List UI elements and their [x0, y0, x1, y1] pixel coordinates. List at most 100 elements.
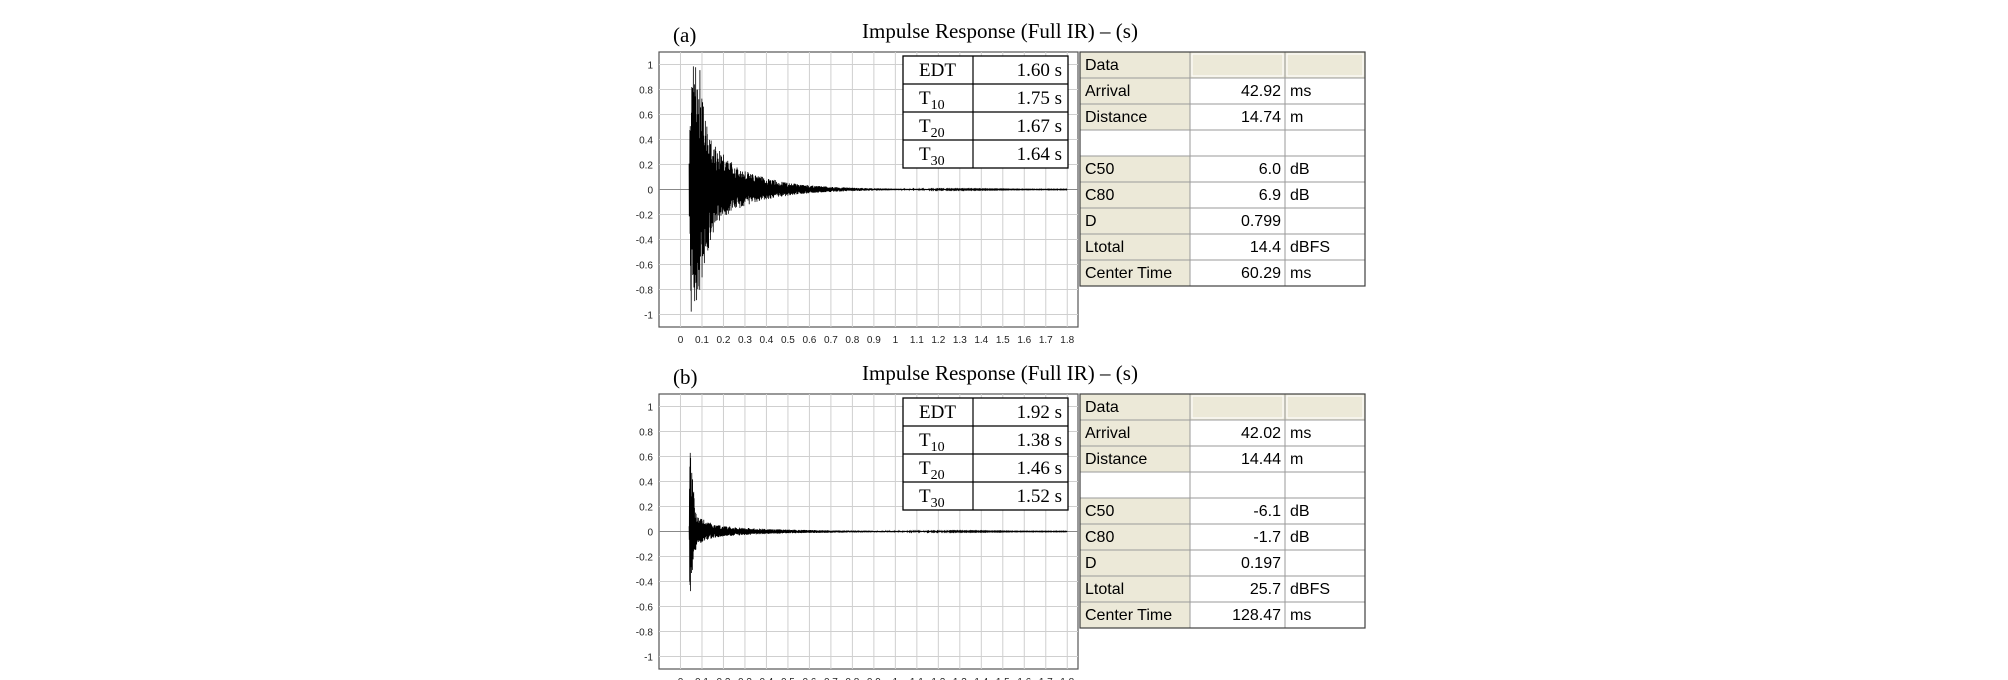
data-unit: ms: [1290, 607, 1311, 624]
data-unit-cell: [1284, 549, 1366, 577]
data-label-cell: [1079, 233, 1191, 261]
data-label-cell: [1079, 77, 1191, 105]
data-value-cell: [1189, 549, 1286, 577]
metric-label-base: T: [919, 458, 931, 479]
data-unit: ms: [1290, 83, 1311, 100]
data-value-cell: [1189, 103, 1286, 131]
data-table-row: Data: [1079, 51, 1366, 79]
y-tick-label: 1: [647, 403, 653, 414]
data-unit-cell: [1284, 207, 1366, 235]
data-value: 14.4: [1250, 239, 1281, 256]
y-tick-label: -0.2: [636, 553, 654, 564]
data-unit: dBFS: [1290, 581, 1330, 598]
x-tick-label: 0.4: [759, 677, 773, 680]
data-label: Data: [1085, 399, 1119, 416]
data-unit: dB: [1290, 503, 1310, 520]
x-tick-label: 0.4: [759, 335, 773, 346]
waveform-series: [688, 66, 1068, 312]
data-label-cell: [1079, 155, 1191, 183]
metric-label-base: T: [919, 88, 931, 109]
x-tick-label: 0.5: [781, 677, 795, 680]
data-table-row: Distance 14.74 m: [1079, 103, 1366, 131]
data-value: -6.1: [1253, 503, 1281, 520]
data-unit-cell: [1284, 445, 1366, 473]
data-value: 25.7: [1250, 581, 1281, 598]
x-tick-label: 0: [678, 335, 684, 346]
data-table-row: C50 -6.1 dB: [1079, 497, 1366, 525]
data-unit-cell: [1284, 497, 1366, 525]
data-table-row: Center Time 60.29 ms: [1079, 259, 1366, 287]
metric-label-subscript: 20: [931, 468, 945, 483]
y-tick-label: -0.6: [636, 603, 654, 614]
x-tick-label: 1.7: [1039, 335, 1053, 346]
metric-value: 1.92 s: [1017, 402, 1062, 423]
data-table-row: Ltotal 14.4 dBFS: [1079, 233, 1366, 261]
data-table-row: Data: [1079, 393, 1366, 421]
data-unit-cell: [1284, 601, 1366, 629]
data-table-frame: [1079, 51, 1366, 287]
metric-label-base: T: [919, 116, 931, 137]
data-label-cell: [1079, 419, 1191, 447]
data-value: -1.7: [1253, 529, 1281, 546]
header-bevel: [1191, 53, 1284, 77]
data-table-row: Ltotal 25.7 dBFS: [1079, 575, 1366, 603]
y-tick-label: 0: [647, 528, 653, 539]
y-tick-label: 0.8: [639, 428, 653, 439]
y-tick-label: -1: [644, 311, 653, 322]
data-value: 128.47: [1232, 607, 1281, 624]
metric-label: T20: [919, 458, 945, 483]
data-value-cell: [1189, 155, 1286, 183]
header-bevel: [1286, 395, 1364, 419]
chart-title: Impulse Response (Full IR) – (s): [862, 361, 1138, 385]
x-tick-label: 1.3: [953, 677, 967, 680]
panel-b: (b) Impulse Response (Full IR) – (s) 0 0.1 0…: [636, 361, 1366, 680]
x-tick-label: 1.8: [1060, 335, 1074, 346]
x-tick-label: 1.1: [910, 335, 924, 346]
y-tick-label: -0.4: [636, 236, 654, 247]
data-label-cell: [1079, 181, 1191, 209]
y-tick-label: 1: [647, 61, 653, 72]
x-tick-label: 1.5: [996, 677, 1010, 680]
metric-label: EDT: [919, 402, 956, 423]
header-bevel: [1191, 395, 1284, 419]
data-table-row: [1079, 129, 1366, 157]
data-label: D: [1085, 555, 1097, 572]
x-tick-label: 1: [893, 335, 899, 346]
metric-label-base: T: [919, 144, 931, 165]
y-tick-label: -0.8: [636, 286, 654, 297]
data-unit: ms: [1290, 265, 1311, 282]
data-value: 0.197: [1241, 555, 1281, 572]
metric-value: 1.64 s: [1017, 144, 1062, 165]
y-tick-label: 0.4: [639, 136, 653, 147]
data-unit-cell: [1284, 77, 1366, 105]
y-tick-label: 0.2: [639, 161, 653, 172]
data-label-cell: [1079, 471, 1191, 499]
metric-label-base: EDT: [919, 402, 956, 423]
data-value: 42.02: [1241, 425, 1281, 442]
data-table-row: Center Time 128.47 ms: [1079, 601, 1366, 629]
x-tick-label: 0.9: [867, 335, 881, 346]
x-tick-label: 0.8: [845, 335, 859, 346]
metric-label-subscript: 10: [931, 98, 945, 113]
y-tick-label: -0.2: [636, 211, 654, 222]
metric-label: T10: [919, 430, 945, 455]
metric-value: 1.67 s: [1017, 116, 1062, 137]
x-tick-label: 1.1: [910, 677, 924, 680]
metric-label-base: T: [919, 430, 931, 451]
data-table-row: C80 -1.7 dB: [1079, 523, 1366, 551]
data-unit-cell: [1284, 471, 1366, 499]
metric-label: EDT: [919, 60, 956, 81]
data-value-cell: [1189, 393, 1286, 421]
metric-label-subscript: 30: [931, 154, 945, 169]
x-tick-label: 1.5: [996, 335, 1010, 346]
x-tick-label: 0.1: [695, 335, 709, 346]
metric-label-subscript: 10: [931, 440, 945, 455]
x-tick-label: 0.9: [867, 677, 881, 680]
data-unit: dBFS: [1290, 239, 1330, 256]
x-tick-label: 0: [678, 677, 684, 680]
data-table-row: D 0.197: [1079, 549, 1366, 577]
data-unit: dB: [1290, 529, 1310, 546]
